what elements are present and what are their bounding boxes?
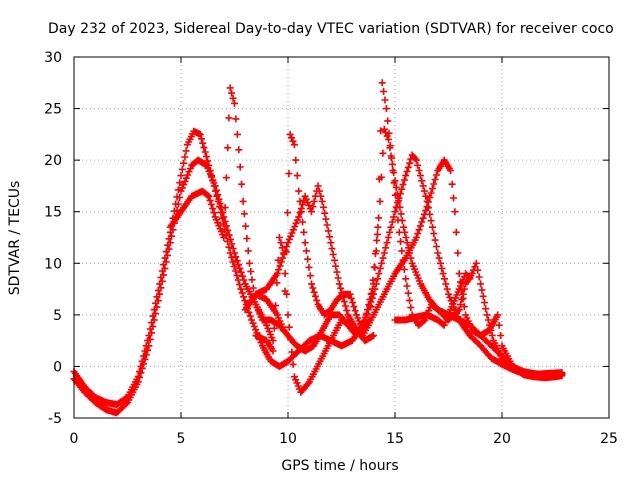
x-tick-label: 20 <box>493 431 511 447</box>
plot-frame <box>73 56 610 419</box>
x-tick-label: 5 <box>177 431 186 447</box>
y-tick-label: 20 <box>44 153 62 169</box>
y-tick-label: 15 <box>44 205 62 221</box>
y-tick-label: -5 <box>48 411 62 427</box>
axis-ticks <box>73 56 610 419</box>
y-tick-label: 5 <box>53 308 62 324</box>
data-points <box>70 79 566 417</box>
chart-title: Day 232 of 2023, Sidereal Day-to-day VTE… <box>48 21 614 37</box>
plus-markers <box>70 156 277 417</box>
tick-labels: 0 5 10 15 20 25 -5 0 5 10 15 20 25 30 <box>44 50 618 447</box>
series-prn-a <box>70 156 277 417</box>
x-tick-label: 0 <box>70 431 79 447</box>
series-prn-f <box>252 182 378 345</box>
y-axis-label: SDTVAR / TECUs <box>7 181 23 296</box>
x-tick-label: 25 <box>600 431 618 447</box>
x-axis-label: GPS time / hours <box>281 458 398 474</box>
series-prn-g <box>391 270 474 329</box>
x-tick-label: 15 <box>386 431 404 447</box>
y-tick-label: 0 <box>53 359 62 375</box>
grid <box>74 57 609 418</box>
x-tick-label: 10 <box>279 431 297 447</box>
y-tick-label: 25 <box>44 102 62 118</box>
plus-markers <box>391 270 474 329</box>
plus-markers <box>252 182 378 345</box>
y-tick-label: 10 <box>44 256 62 272</box>
y-tick-label: 30 <box>44 50 62 66</box>
